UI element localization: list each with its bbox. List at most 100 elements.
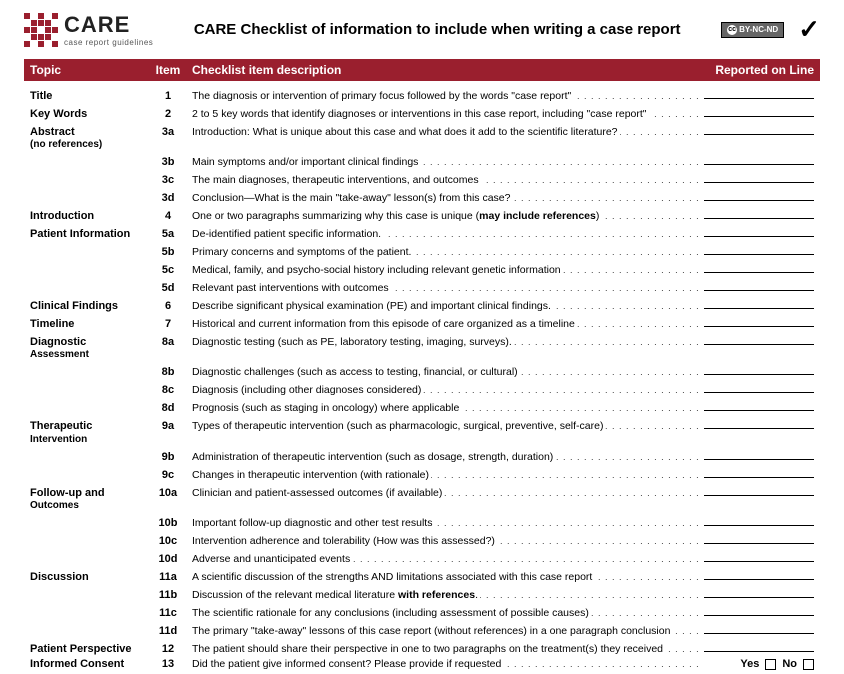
item-cell: 10b	[150, 517, 186, 529]
table-row: 10bImportant follow-up diagnostic and ot…	[24, 512, 820, 530]
reported-on-line-field[interactable]	[704, 243, 814, 255]
topic-cell: Title	[30, 90, 150, 102]
description-cell: One or two paragraphs summarizing why th…	[186, 210, 698, 222]
table-header: Topic Item Checklist item description Re…	[24, 59, 820, 81]
reported-on-line-field[interactable]	[704, 297, 814, 309]
description-cell: Types of therapeutic intervention (such …	[186, 420, 698, 432]
item-cell: 5b	[150, 246, 186, 258]
item-cell: 8d	[150, 402, 186, 414]
item-cell: 7	[150, 318, 186, 330]
item-cell: 6	[150, 300, 186, 312]
table-row: 11bDiscussion of the relevant medical li…	[24, 584, 820, 602]
reported-on-line-field[interactable]	[704, 189, 814, 201]
reported-on-line-field[interactable]	[704, 105, 814, 117]
reported-on-line-field[interactable]	[704, 622, 814, 634]
topic-cell: TherapeuticIntervention	[30, 420, 150, 444]
table-row: 3cThe main diagnoses, therapeutic interv…	[24, 169, 820, 187]
table-row: Abstract(no references)3aIntroduction: W…	[24, 121, 820, 151]
header: CARE case report guidelines CARE Checkli…	[24, 12, 820, 47]
reported-on-line-field[interactable]	[704, 586, 814, 598]
reported-on-line-field[interactable]	[704, 333, 814, 345]
description-cell: Important follow-up diagnostic and other…	[186, 517, 698, 529]
item-cell: 11c	[150, 607, 186, 619]
table-row: Title1The diagnosis or intervention of p…	[24, 85, 820, 103]
topic-cell: Patient Perspective	[30, 643, 150, 655]
reported-on-line-field[interactable]	[704, 171, 814, 183]
item-cell: 11d	[150, 625, 186, 637]
table-row: 8dPrognosis (such as staging in oncology…	[24, 398, 820, 416]
reported-on-line-field[interactable]	[704, 466, 814, 478]
reported-on-line-field[interactable]	[704, 207, 814, 219]
reported-on-line-field[interactable]	[704, 417, 814, 429]
description-cell: The scientific rationale for any conclus…	[186, 607, 698, 619]
table-row: 9cChanges in therapeutic intervention (w…	[24, 464, 820, 482]
description-cell: A scientific discussion of the strengths…	[186, 571, 698, 583]
description-cell: Intervention adherence and tolerability …	[186, 535, 698, 547]
table-row: 3dConclusion—What is the main "take-away…	[24, 187, 820, 205]
table-row: 3bMain symptoms and/or important clinica…	[24, 151, 820, 169]
description-cell: Discussion of the relevant medical liter…	[186, 589, 698, 601]
item-cell: 3d	[150, 192, 186, 204]
table-row: 8bDiagnostic challenges (such as access …	[24, 362, 820, 380]
topic-cell: DiagnosticAssessment	[30, 336, 150, 360]
item-cell: 9c	[150, 469, 186, 481]
reported-on-line-field[interactable]	[704, 87, 814, 99]
topic-cell: Informed Consent	[30, 658, 150, 670]
reported-on-line-field[interactable]	[704, 153, 814, 165]
item-cell: 10a	[150, 487, 186, 499]
table-row: 10cIntervention adherence and tolerabili…	[24, 530, 820, 548]
description-cell: The main diagnoses, therapeutic interven…	[186, 174, 698, 186]
reported-on-line-field[interactable]	[704, 514, 814, 526]
reported-on-line-field[interactable]	[704, 225, 814, 237]
table-row: Informed Consent13Did the patient give i…	[24, 657, 820, 674]
description-cell: Diagnostic testing (such as PE, laborato…	[186, 336, 698, 348]
item-cell: 1	[150, 90, 186, 102]
description-cell: Adverse and unanticipated events	[186, 553, 698, 565]
item-cell: 4	[150, 210, 186, 222]
reported-on-line-field[interactable]	[704, 261, 814, 273]
description-cell: Diagnosis (including other diagnoses con…	[186, 384, 698, 396]
reported-on-line-field[interactable]	[704, 315, 814, 327]
description-cell: The patient should share their perspecti…	[186, 643, 698, 655]
reported-on-line-field[interactable]	[704, 484, 814, 496]
table-row: Patient Perspective12The patient should …	[24, 638, 820, 656]
description-cell: Diagnostic challenges (such as access to…	[186, 366, 698, 378]
item-cell: 5a	[150, 228, 186, 240]
col-item: Item	[150, 63, 186, 77]
topic-cell: Key Words	[30, 108, 150, 120]
table-row: 11cThe scientific rationale for any conc…	[24, 602, 820, 620]
reported-on-line-field[interactable]	[704, 363, 814, 375]
reported-on-line-field[interactable]	[704, 550, 814, 562]
logo-text-small: case report guidelines	[64, 38, 153, 47]
item-cell: 8c	[150, 384, 186, 396]
yes-checkbox[interactable]	[765, 659, 776, 670]
item-cell: 11b	[150, 589, 186, 601]
table-row: 9bAdministration of therapeutic interven…	[24, 446, 820, 464]
item-cell: 8a	[150, 336, 186, 348]
item-cell: 5c	[150, 264, 186, 276]
reported-on-line-field[interactable]	[704, 123, 814, 135]
reported-on-line-field[interactable]	[704, 399, 814, 411]
item-cell: 12	[150, 643, 186, 655]
reported-on-line-field[interactable]	[704, 279, 814, 291]
description-cell: De-identified patient specific informati…	[186, 228, 698, 240]
item-cell: 9a	[150, 420, 186, 432]
item-cell: 13	[150, 658, 186, 670]
reported-on-line-field[interactable]	[704, 448, 814, 460]
item-cell: 9b	[150, 451, 186, 463]
description-cell: Administration of therapeutic interventi…	[186, 451, 698, 463]
description-cell: Main symptoms and/or important clinical …	[186, 156, 698, 168]
logo-icon	[24, 13, 58, 47]
no-checkbox[interactable]	[803, 659, 814, 670]
reported-on-line-field[interactable]	[704, 532, 814, 544]
reported-on-line-field[interactable]	[704, 640, 814, 652]
table-row: Patient Information5aDe-identified patie…	[24, 223, 820, 241]
description-cell: Did the patient give informed consent? P…	[186, 658, 698, 670]
reported-on-line-field[interactable]	[704, 381, 814, 393]
description-cell: Describe significant physical examinatio…	[186, 300, 698, 312]
reported-on-line-field[interactable]	[704, 604, 814, 616]
table-row: 5dRelevant past interventions with outco…	[24, 278, 820, 296]
reported-on-line-field[interactable]	[704, 568, 814, 580]
cc-license-badge: ccBY-NC-ND	[721, 22, 784, 38]
table-row: 5bPrimary concerns and symptoms of the p…	[24, 242, 820, 260]
